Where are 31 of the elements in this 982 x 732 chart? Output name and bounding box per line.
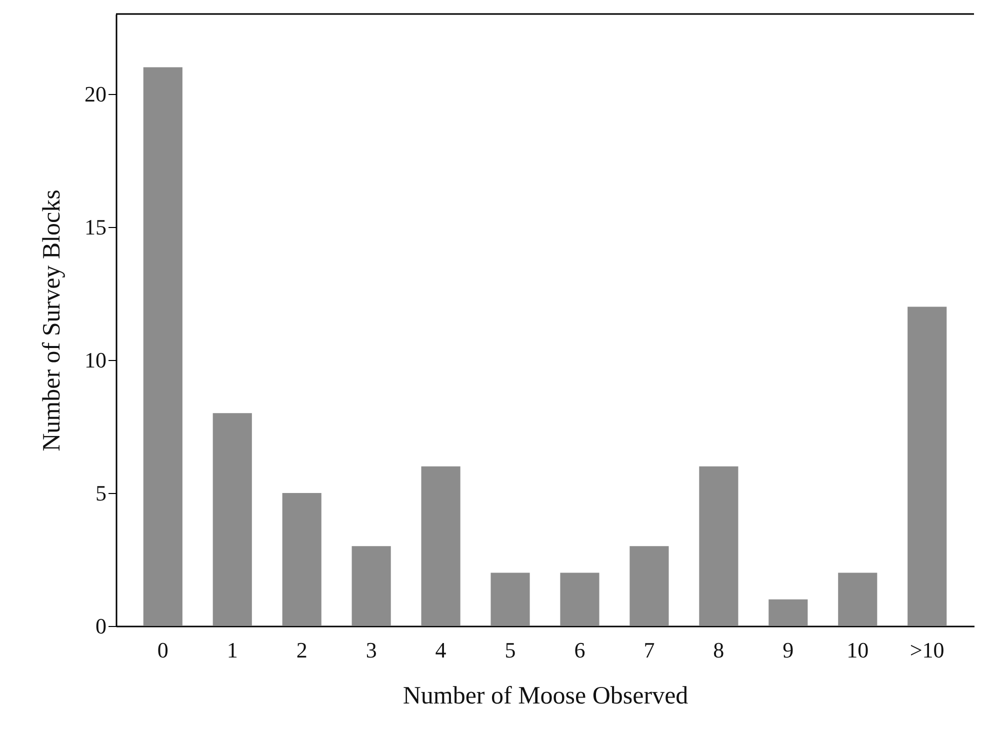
x-tick-label: 4 [435,638,446,662]
x-tick-label: 0 [157,638,168,662]
bar [212,413,252,626]
bar [838,572,878,626]
y-tick-label: 0 [96,614,106,638]
x-tick-label: 9 [782,638,794,662]
x-axis-title: Number of Moose Observed [402,682,689,710]
bar [143,67,182,626]
x-tick-label: 2 [296,638,308,662]
bar [282,492,322,626]
y-tick-label: 20 [84,81,106,106]
x-tick-label: 8 [713,638,724,662]
x-tick-label: 6 [574,638,586,662]
bar [768,599,808,626]
bar [699,466,738,626]
y-tick-label: 10 [84,347,106,372]
bar [630,546,669,626]
bar [352,546,391,626]
y-tick-label: 5 [96,480,106,506]
bar [908,306,947,626]
x-tick-label: 3 [366,638,377,662]
y-axis-title: Number of Survey Blocks [38,190,66,452]
x-tick-label: >10 [910,638,944,662]
bar [490,572,530,626]
bar [560,572,600,626]
x-tick-label: 10 [846,638,869,662]
x-tick-label: 1 [226,638,238,662]
x-tick-label: 5 [504,638,516,662]
x-tick-label: 7 [644,638,655,662]
y-tick-label: 15 [84,214,106,240]
bar [421,466,460,626]
